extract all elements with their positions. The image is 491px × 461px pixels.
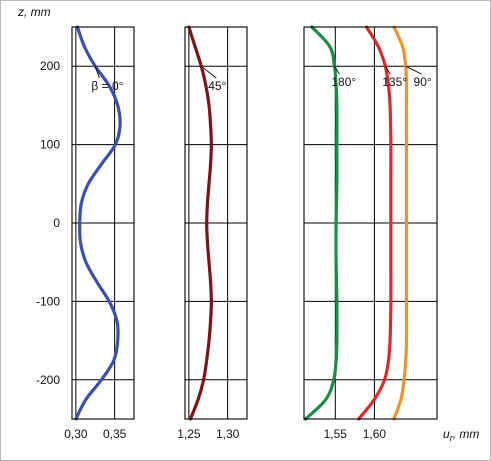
x-tick-label: 0,35 bbox=[103, 427, 127, 441]
y-tick-label: -100 bbox=[36, 294, 60, 308]
y-tick-label: 100 bbox=[40, 138, 60, 152]
series-line bbox=[357, 25, 393, 421]
series-line bbox=[303, 25, 339, 421]
x-tick-label: 1,30 bbox=[216, 427, 240, 441]
label-leader bbox=[384, 65, 391, 75]
x-tick-label: 0,30 bbox=[64, 427, 88, 441]
panel-frames bbox=[71, 26, 438, 420]
panel-frame bbox=[303, 26, 438, 420]
x-tick-label: 1,55 bbox=[324, 427, 348, 441]
series-line bbox=[187, 25, 213, 421]
curve-layer bbox=[74, 25, 409, 421]
series-label: 45° bbox=[208, 79, 226, 93]
x-axis-title-unit: , mm bbox=[453, 427, 480, 441]
series-line bbox=[74, 25, 122, 421]
x-axis-title-subscript: r bbox=[450, 433, 454, 443]
x-tick-labels: 0,30 0,35 1,25 1,30 1,55 1,60 bbox=[64, 427, 386, 441]
y-tick-label: 200 bbox=[40, 59, 60, 73]
series-label: 90° bbox=[414, 75, 432, 89]
x-tick-label: 1,60 bbox=[363, 427, 387, 441]
x-axis-title-symbol: u bbox=[443, 427, 450, 441]
series-label: β = 0° bbox=[91, 79, 123, 93]
annotation-layer: β = 0° 45° 180° 135° 90° bbox=[91, 65, 432, 93]
y-tick-label: 0 bbox=[53, 216, 60, 230]
label-leader bbox=[200, 65, 217, 79]
label-leader bbox=[334, 65, 340, 75]
y-tick-labels: -200 -100 0 100 200 bbox=[36, 59, 60, 387]
series-label: 135° bbox=[382, 75, 407, 89]
panel-frame bbox=[71, 26, 135, 420]
x-tick-label: 1,25 bbox=[177, 427, 201, 441]
panel-frame bbox=[184, 26, 248, 420]
label-leader bbox=[405, 65, 422, 75]
y-axis-title: z, mm bbox=[17, 5, 51, 19]
series-label: 180° bbox=[331, 75, 356, 89]
grid-layer bbox=[72, 27, 437, 419]
series-line bbox=[392, 25, 409, 421]
x-axis-title: ur, mm bbox=[443, 427, 479, 443]
label-leader bbox=[94, 66, 100, 79]
y-tick-label: -200 bbox=[36, 373, 60, 387]
